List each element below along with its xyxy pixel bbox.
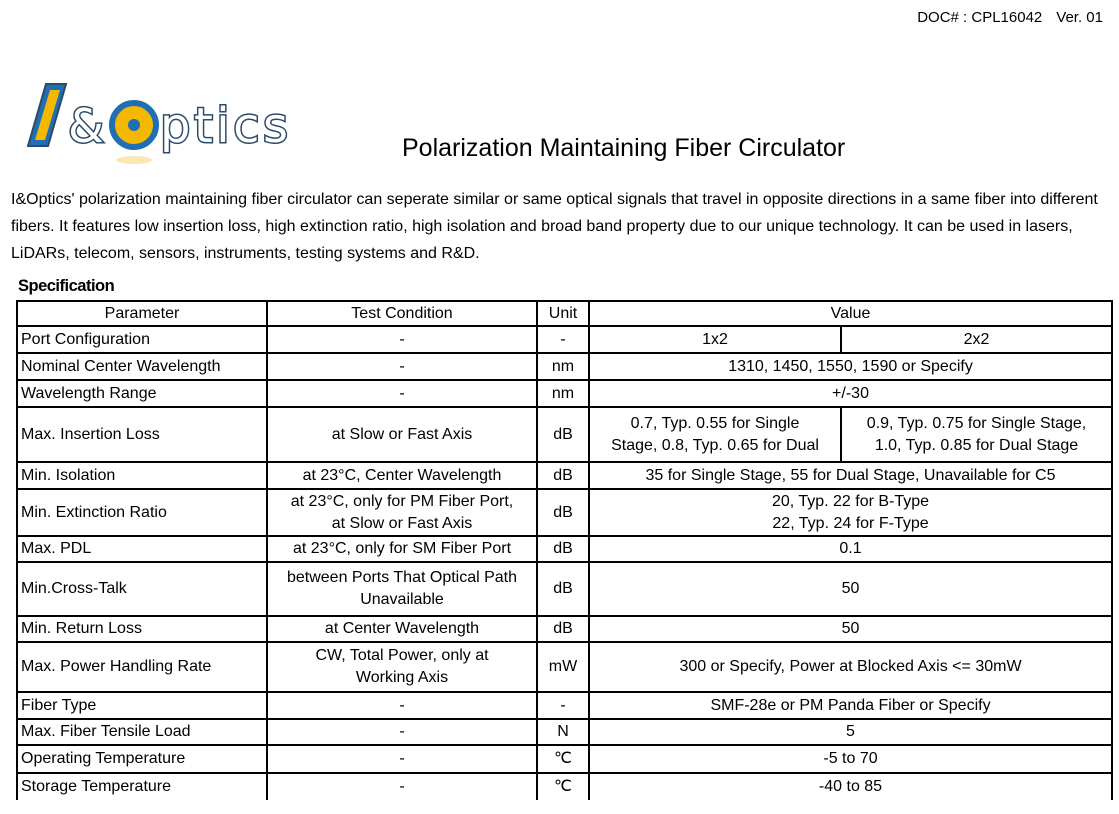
doc-version: Ver. 01 — [1056, 9, 1103, 26]
cell-value: -40 to 85 — [587, 772, 1114, 800]
cell-value: -5 to 70 — [587, 744, 1114, 774]
cell-test-condition: - — [266, 379, 538, 408]
cell-parameter: Min. Isolation — [16, 461, 268, 490]
specification-table: Parameter Test Condition Unit Value Port… — [16, 300, 1114, 800]
cell-value-2x2: 2x2 — [839, 325, 1114, 354]
cell-unit: dB — [536, 406, 590, 463]
cell-test-condition: at 23°C, Center Wavelength — [266, 461, 538, 490]
cell-parameter: Fiber Type — [16, 691, 268, 720]
page-title: Polarization Maintaining Fiber Circulato… — [402, 134, 846, 162]
header-test-condition: Test Condition — [266, 300, 538, 327]
table-row: Max. PDL at 23°C, only for SM Fiber Port d… — [16, 535, 1114, 563]
cell-parameter: Operating Temperature — [16, 744, 268, 774]
table-row: Max. Fiber Tensile Load - N 5 — [16, 718, 1114, 746]
table-row: Port Configuration - -1x2 2x2 — [16, 325, 1114, 354]
cell-test-condition: at Center Wavelength — [266, 615, 538, 643]
cell-test-condition: at 23°C, only for SM Fiber Port — [266, 535, 538, 563]
cell-unit: dB — [536, 561, 590, 617]
cell-test-condition: - — [266, 772, 538, 800]
header-value: Value — [587, 300, 1114, 327]
cell-parameter: Port Configuration — [16, 325, 268, 354]
cell-value-2x2: 0.9, Typ. 0.75 for Single Stage, 1.0, Ty… — [839, 406, 1114, 463]
cell-test-condition: - — [266, 718, 538, 746]
cell-parameter: Max. Power Handling Rate — [16, 641, 268, 693]
header-unit: Unit — [536, 300, 590, 327]
table-row: Max. Power Handling Rate CW, Total Power,… — [16, 641, 1114, 693]
cell-unit: nm — [536, 352, 590, 381]
cell-unit: dB — [536, 488, 590, 537]
table-row: Storage Temperature - ℃ -40 to 85 — [16, 772, 1114, 800]
cell-unit: N — [536, 718, 590, 746]
cell-value: SMF-28e or PM Panda Fiber or Specify — [587, 691, 1114, 720]
cell-value: 20, Typ. 22 for B-Type 22, Typ. 24 for F… — [587, 488, 1114, 537]
table-row: Nominal Center Wavelength - nm 1310, 1450, … — [16, 352, 1114, 381]
doc-header: DOC# : CPL16042 Ver. 01 — [903, 9, 1103, 26]
doc-number: DOC# : CPL16042 — [917, 9, 1043, 26]
cell-test-condition: - — [266, 325, 538, 354]
cell-value: +/-30 — [587, 379, 1114, 408]
cell-value: 50 — [587, 561, 1114, 617]
cell-value: 1310, 1450, 1550, 1590 or Specify — [587, 352, 1114, 381]
cell-value: 5 — [587, 718, 1114, 746]
cell-unit: - — [536, 691, 590, 720]
specification-heading: Specification — [18, 277, 115, 295]
svg-text:&: & — [68, 99, 104, 153]
table-header-row: Parameter Test Condition Unit Value — [16, 300, 1114, 327]
cell-test-condition: - — [266, 352, 538, 381]
table-row: Operating Temperature - ℃ -5 to 70 — [16, 744, 1114, 774]
table-row: Min. Return Loss at Center Wavelength dB 50 — [16, 615, 1114, 643]
cell-test-condition: at 23°C, only for PM Fiber Port, at Slow… — [266, 488, 538, 537]
cell-unit: dB — [536, 615, 590, 643]
cell-parameter: Storage Temperature — [16, 772, 268, 800]
table-row: Min. Isolation at 23°C, Center Wavelength… — [16, 461, 1114, 490]
cell-parameter: Max. Insertion Loss — [16, 406, 268, 463]
cell-unit: nm — [536, 379, 590, 408]
cell-value: 35 for Single Stage, 55 for Dual Stage, … — [587, 461, 1114, 490]
cell-parameter: Min. Extinction Ratio — [16, 488, 268, 537]
cell-parameter: Wavelength Range — [16, 379, 268, 408]
table-row: Min.Cross-Talk between Ports That Optical… — [16, 561, 1114, 617]
cell-parameter: Nominal Center Wavelength — [16, 352, 268, 381]
cell-unit: mW — [536, 641, 590, 693]
cell-value: 50 — [587, 615, 1114, 643]
cell-value: 300 or Specify, Power at Blocked Axis <=… — [587, 641, 1114, 693]
cell-test-condition: between Ports That Optical Path Unavaila… — [266, 561, 538, 617]
cell-unit: dB — [536, 461, 590, 490]
table-row: Fiber Type - - SMF-28e or PM Panda Fiber or… — [16, 691, 1114, 720]
cell-unit: dB — [536, 535, 590, 563]
cell-unit: ℃ — [536, 772, 590, 800]
table-row: Wavelength Range - nm +/-30 — [16, 379, 1114, 408]
cell-value: 0.1 — [587, 535, 1114, 563]
cell-value-1x2: 1x2 — [588, 325, 842, 354]
cell-test-condition: CW, Total Power, only at Working Axis — [266, 641, 538, 693]
company-logo: & ptics — [26, 83, 290, 164]
cell-unit: ℃ — [536, 744, 590, 774]
cell-parameter: Min.Cross-Talk — [16, 561, 268, 617]
cell-test-condition: - — [266, 691, 538, 720]
table-row: Max. Insertion Loss at Slow or Fast Axis d… — [16, 406, 1114, 463]
cell-test-condition: - — [266, 744, 538, 774]
product-description: I&Optics' polarization maintaining fiber… — [11, 191, 1098, 262]
cell-parameter: Max. Fiber Tensile Load — [16, 718, 268, 746]
cell-unit: - — [536, 325, 590, 354]
table-row: Min. Extinction Ratio at 23°C, only for P… — [16, 488, 1114, 537]
cell-parameter: Min. Return Loss — [16, 615, 268, 643]
cell-test-condition: at Slow or Fast Axis — [266, 406, 538, 463]
svg-text:ptics: ptics — [160, 98, 288, 154]
cell-value-1x2: 0.7, Typ. 0.55 for Single Stage, 0.8, Ty… — [588, 406, 842, 463]
cell-parameter: Max. PDL — [16, 535, 268, 563]
header-parameter: Parameter — [16, 300, 268, 327]
